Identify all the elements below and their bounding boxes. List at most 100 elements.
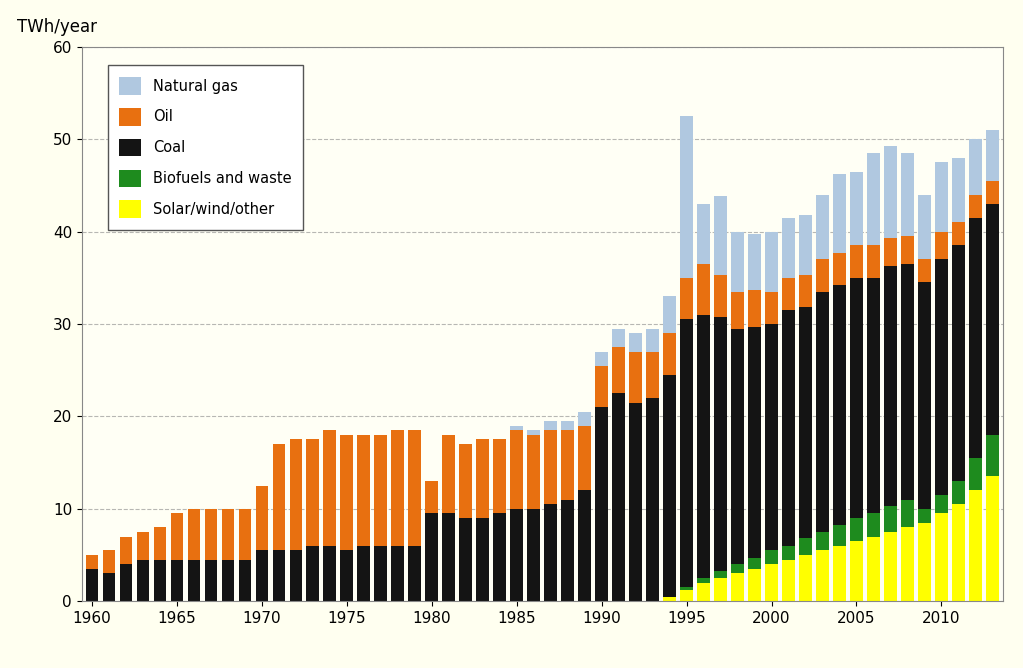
Bar xyxy=(171,560,183,601)
Bar xyxy=(901,500,914,527)
Bar xyxy=(816,194,829,259)
Bar xyxy=(952,504,965,601)
Bar xyxy=(783,546,795,560)
Bar xyxy=(120,536,132,564)
Bar xyxy=(833,285,846,526)
Bar xyxy=(868,153,880,245)
Bar xyxy=(205,560,217,601)
Bar xyxy=(986,130,998,181)
Bar xyxy=(986,435,998,476)
Bar xyxy=(850,518,862,541)
Bar xyxy=(935,259,947,495)
Bar xyxy=(935,495,947,514)
Bar xyxy=(647,351,659,398)
Bar xyxy=(392,546,404,601)
Bar xyxy=(969,218,982,458)
Bar xyxy=(341,435,353,550)
Bar xyxy=(783,310,795,546)
Bar xyxy=(357,435,370,546)
Bar xyxy=(527,435,540,509)
Bar xyxy=(850,278,862,518)
Bar xyxy=(884,532,897,601)
Bar xyxy=(731,232,744,292)
Bar xyxy=(256,550,268,601)
Bar xyxy=(698,204,710,264)
Bar xyxy=(578,411,591,426)
Bar xyxy=(714,570,727,578)
Bar xyxy=(714,317,727,570)
Bar xyxy=(816,259,829,292)
Bar xyxy=(510,509,523,601)
Bar xyxy=(783,560,795,601)
Bar xyxy=(799,275,812,307)
Bar xyxy=(290,440,302,550)
Bar xyxy=(952,481,965,504)
Bar xyxy=(374,546,387,601)
Bar xyxy=(544,504,558,601)
Bar xyxy=(663,597,676,601)
Bar xyxy=(307,546,319,601)
Bar xyxy=(222,560,234,601)
Bar xyxy=(578,426,591,490)
Bar xyxy=(272,550,285,601)
Bar xyxy=(986,476,998,601)
Bar xyxy=(765,564,777,601)
Bar xyxy=(918,283,931,509)
Bar xyxy=(698,315,710,578)
Bar xyxy=(816,292,829,532)
Bar xyxy=(137,532,149,560)
Bar xyxy=(578,490,591,601)
Bar xyxy=(952,245,965,481)
Bar xyxy=(238,560,252,601)
Bar xyxy=(748,290,761,327)
Bar xyxy=(493,514,506,601)
Bar xyxy=(374,435,387,546)
Bar xyxy=(612,347,625,393)
Bar xyxy=(680,116,693,278)
Bar xyxy=(137,560,149,601)
Bar xyxy=(969,194,982,218)
Bar xyxy=(698,578,710,582)
Bar xyxy=(357,546,370,601)
Bar xyxy=(901,527,914,601)
Bar xyxy=(969,490,982,601)
Bar xyxy=(850,541,862,601)
Bar xyxy=(171,514,183,560)
Bar xyxy=(527,509,540,601)
Bar xyxy=(187,560,201,601)
Bar xyxy=(918,259,931,283)
Bar xyxy=(459,518,473,601)
Bar xyxy=(442,435,455,514)
Bar xyxy=(426,514,438,601)
Bar xyxy=(714,578,727,601)
Bar xyxy=(969,458,982,490)
Bar xyxy=(765,232,777,292)
Bar xyxy=(731,292,744,329)
Bar xyxy=(969,139,982,194)
Bar xyxy=(238,509,252,560)
Bar xyxy=(222,509,234,560)
Bar xyxy=(663,296,676,333)
Bar xyxy=(731,564,744,573)
Bar xyxy=(748,327,761,558)
Bar xyxy=(884,238,897,266)
Bar xyxy=(442,514,455,601)
Legend: Natural gas, Oil, Coal, Biofuels and waste, Solar/wind/other: Natural gas, Oil, Coal, Biofuels and was… xyxy=(107,65,303,230)
Bar xyxy=(663,375,676,597)
Bar xyxy=(884,146,897,238)
Bar xyxy=(799,215,812,275)
Bar xyxy=(680,319,693,587)
Bar xyxy=(493,440,506,514)
Bar xyxy=(901,236,914,264)
Bar xyxy=(562,500,574,601)
Bar xyxy=(698,264,710,315)
Bar xyxy=(680,278,693,319)
Bar xyxy=(816,532,829,550)
Bar xyxy=(698,582,710,601)
Bar xyxy=(290,550,302,601)
Bar xyxy=(868,514,880,536)
Bar xyxy=(783,278,795,310)
Bar xyxy=(799,538,812,555)
Bar xyxy=(153,560,167,601)
Bar xyxy=(663,333,676,375)
